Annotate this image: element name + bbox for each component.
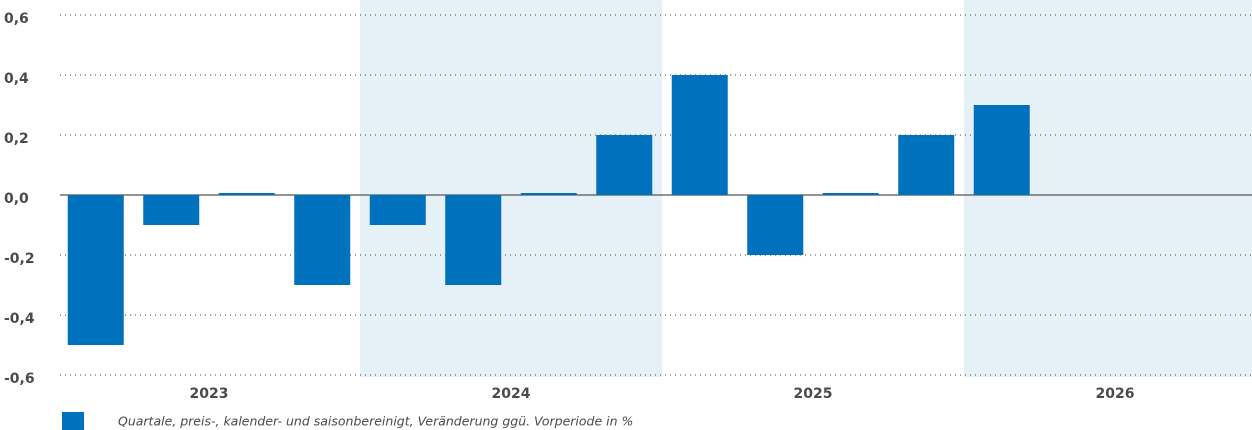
bar	[747, 195, 804, 255]
y-tick-label: 0,4	[4, 71, 29, 87]
bar	[445, 195, 502, 285]
y-tick-label: 0,6	[4, 11, 29, 27]
year-label: 2026	[1096, 386, 1135, 402]
bar	[973, 105, 1030, 195]
bar	[67, 195, 124, 345]
y-tick-label: 0,2	[4, 131, 29, 147]
y-tick-label: -0,4	[4, 311, 35, 327]
bar	[671, 75, 728, 195]
legend-label: Quartale, preis-, kalender- und saisonbe…	[118, 414, 633, 429]
bar	[294, 195, 351, 285]
bar	[898, 135, 955, 195]
year-label: 2025	[794, 386, 833, 402]
year-label: 2024	[492, 386, 531, 402]
bar	[143, 195, 200, 225]
bar	[369, 195, 426, 225]
bar	[520, 193, 577, 195]
year-label: 2023	[190, 386, 229, 402]
bar	[822, 193, 879, 195]
y-tick-label: -0,2	[4, 251, 35, 267]
y-tick-label: 0,0	[4, 191, 29, 207]
bar	[218, 193, 275, 195]
y-tick-label: -0,6	[4, 371, 35, 387]
bar	[596, 135, 653, 195]
legend-swatch	[62, 412, 84, 430]
